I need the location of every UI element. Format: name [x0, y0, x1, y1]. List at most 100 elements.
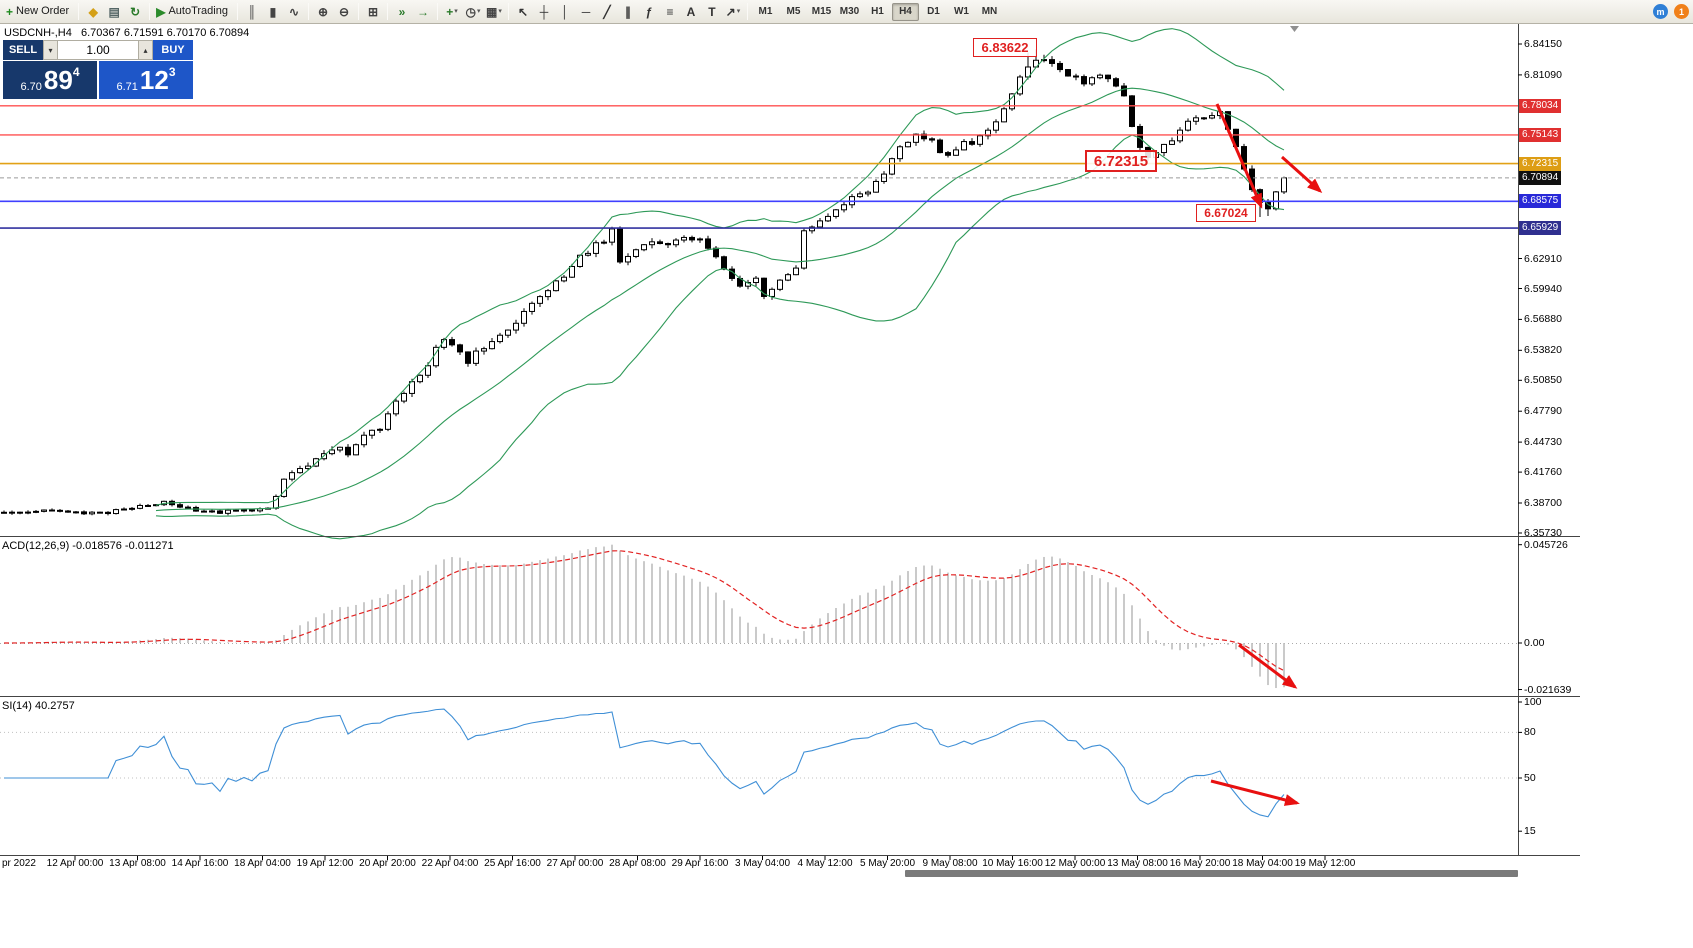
macd-histogram [11, 544, 1285, 689]
trend-arrow-1[interactable] [1215, 103, 1263, 209]
data-window-button[interactable]: ▤ [104, 2, 124, 22]
zoom-in-button[interactable]: ⊕ [313, 2, 333, 22]
trendline-button[interactable]: ╱ [597, 2, 617, 22]
time-axis-label: 13 Apr 08:00 [109, 858, 166, 869]
arrows-button[interactable]: ↗ ▾ [723, 2, 743, 22]
zoom-in-icon: ⊕ [317, 4, 328, 19]
indicators-icon: + [446, 4, 454, 19]
rsi-line [4, 708, 1285, 818]
trend-arrow-2[interactable] [1280, 155, 1323, 194]
toolbar-separator [746, 3, 748, 20]
macd-axis-label: 0.00 [1524, 637, 1545, 649]
timeframe-h4-button[interactable]: H4 [891, 2, 919, 21]
volume-input[interactable]: 1.00 [58, 40, 138, 60]
h-scrollbar-thumb[interactable] [905, 870, 1518, 877]
tile-windows-icon: ⊞ [367, 4, 378, 19]
auto-scroll-button[interactable]: » [392, 2, 412, 22]
toolbar-separator [236, 3, 238, 20]
sell-price-button[interactable]: 6.70 89 4 [3, 61, 97, 99]
label-button[interactable]: T [702, 2, 722, 22]
templates-button[interactable]: ▦ ▾ [484, 2, 504, 22]
cursor-button[interactable]: ↖ [513, 2, 533, 22]
autotrading-button[interactable]: ▶ AutoTrading [154, 2, 233, 22]
tile-windows-button[interactable]: ⊞ [363, 2, 383, 22]
horizontal-line-icon: ─ [581, 4, 591, 19]
rsi-axis-label: 80 [1524, 726, 1536, 739]
candlestick-chart-button[interactable]: ▮ [263, 2, 283, 22]
chart-background [0, 24, 1693, 948]
timeframe-m15-button[interactable]: M15 [811, 6, 832, 17]
zoom-out-button[interactable]: ⊖ [334, 2, 354, 22]
price-annotation-1[interactable]: 6.83622 [973, 38, 1037, 57]
dropdown-arrow-icon: ▾ [454, 8, 458, 15]
vertical-line-icon: │ [561, 4, 569, 19]
sell-label[interactable]: SELL [3, 40, 43, 60]
toolbar-separator [436, 3, 438, 20]
horizontal-level-lines[interactable] [0, 105, 1518, 229]
line-chart-icon: ∿ [288, 4, 299, 19]
trend-arrow-3[interactable] [1238, 643, 1298, 689]
community-button[interactable]: m [1653, 4, 1668, 19]
timeframe-mn-button[interactable]: MN [981, 6, 998, 17]
timeframe-m5-button[interactable]: M5 [786, 6, 801, 17]
templates-icon: ▦ [486, 4, 498, 19]
price-axis-label: 6.56880 [1524, 313, 1562, 326]
time-axis-label: 5 May 20:00 [859, 858, 916, 869]
toolbar-separator [386, 3, 388, 20]
price-axis-label: 6.41760 [1524, 466, 1562, 479]
buy-label[interactable]: BUY [153, 40, 193, 60]
timeframe-h1-button[interactable]: H1 [871, 6, 884, 17]
toolbar-separator [357, 3, 359, 20]
buy-price-prefix: 6.71 [116, 81, 138, 93]
fibonacci-icon: ƒ [645, 4, 653, 19]
rsi-indicator-label: SI(14) 40.2757 [2, 700, 75, 712]
line-chart-button[interactable]: ∿ [284, 2, 304, 22]
text-button[interactable]: A [681, 2, 701, 22]
metaeditor-button[interactable]: ◆ [83, 2, 103, 22]
timeframe-m30-button[interactable]: M30 [839, 6, 860, 17]
time-axis-label: 12 May 00:00 [1044, 858, 1106, 869]
sell-price-pips: 89 [43, 65, 73, 95]
macd-indicator-label: ACD(12,26,9) -0.018576 -0.011271 [2, 540, 174, 552]
new-order-button[interactable]: + New Order [4, 2, 74, 22]
candlestick-chart-icon: ▮ [269, 4, 277, 19]
cycle-lines-button[interactable]: ≡ [660, 2, 680, 22]
toolbar-separator [149, 3, 151, 20]
price-axis-label: 6.62910 [1524, 252, 1562, 265]
crosshair-icon: ┼ [539, 4, 549, 19]
time-axis-label: 19 May 12:00 [1294, 858, 1356, 869]
trend-arrow-4[interactable] [1210, 779, 1300, 806]
bar-chart-icon: ║ [247, 4, 257, 19]
volume-increase-button[interactable]: ▴ [138, 40, 153, 60]
timeframe-m1-button[interactable]: M1 [758, 6, 773, 17]
sell-price-prefix: 6.70 [20, 81, 42, 93]
refresh-button[interactable]: ↻ [125, 2, 145, 22]
buy-price-button[interactable]: 6.71 12 3 [99, 61, 193, 99]
fibonacci-button[interactable]: ƒ [639, 2, 659, 22]
trend-arrows[interactable] [1210, 103, 1323, 806]
crosshair-button[interactable]: ┼ [534, 2, 554, 22]
time-axis-label: pr 2022 [2, 858, 36, 869]
price-badge: 6.75143 [1519, 127, 1562, 142]
timeframe-w1-button[interactable]: W1 [953, 6, 969, 17]
indicators-button[interactable]: + ▾ [442, 2, 462, 22]
notifications-button[interactable]: 1 [1674, 4, 1689, 19]
chart-shift-button[interactable]: → [413, 2, 433, 22]
periods-button[interactable]: ◷ ▾ [463, 2, 483, 22]
vertical-line-button[interactable]: │ [555, 2, 575, 22]
macd-axis-label: -0.021639 [1524, 683, 1572, 696]
price-badge: 6.70894 [1519, 170, 1562, 185]
equidistant-channel-icon: ∥ [624, 4, 631, 19]
rsi-axis-label: 15 [1524, 825, 1536, 838]
bar-chart-button[interactable]: ║ [242, 2, 262, 22]
channel-button[interactable]: ∥ [618, 2, 638, 22]
price-annotation-3[interactable]: 6.67024 [1196, 204, 1256, 222]
timeframe-d1-button[interactable]: D1 [927, 6, 940, 17]
time-axis-label: 18 May 04:00 [1232, 858, 1293, 869]
auto-scroll-icon: » [398, 4, 406, 19]
volume-decrease-button[interactable]: ▾ [43, 40, 58, 60]
chart-shift-marker[interactable] [1290, 26, 1299, 32]
price-annotation-2[interactable]: 6.72315 [1085, 150, 1157, 172]
horizontal-line-button[interactable]: ─ [576, 2, 596, 22]
